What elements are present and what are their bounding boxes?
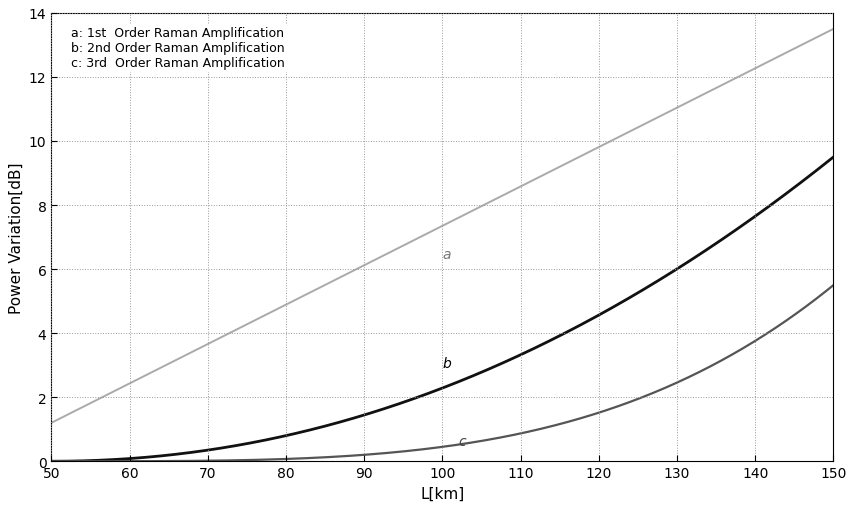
Text: c: c	[458, 434, 466, 448]
Text: b: b	[442, 356, 451, 370]
Y-axis label: Power Variation[dB]: Power Variation[dB]	[9, 162, 23, 313]
Text: a: 1st  Order Raman Amplification
b: 2nd Order Raman Amplification
c: 3rd  Order: a: 1st Order Raman Amplification b: 2nd …	[71, 27, 285, 70]
X-axis label: L[km]: L[km]	[421, 486, 464, 501]
Text: a: a	[442, 247, 451, 261]
